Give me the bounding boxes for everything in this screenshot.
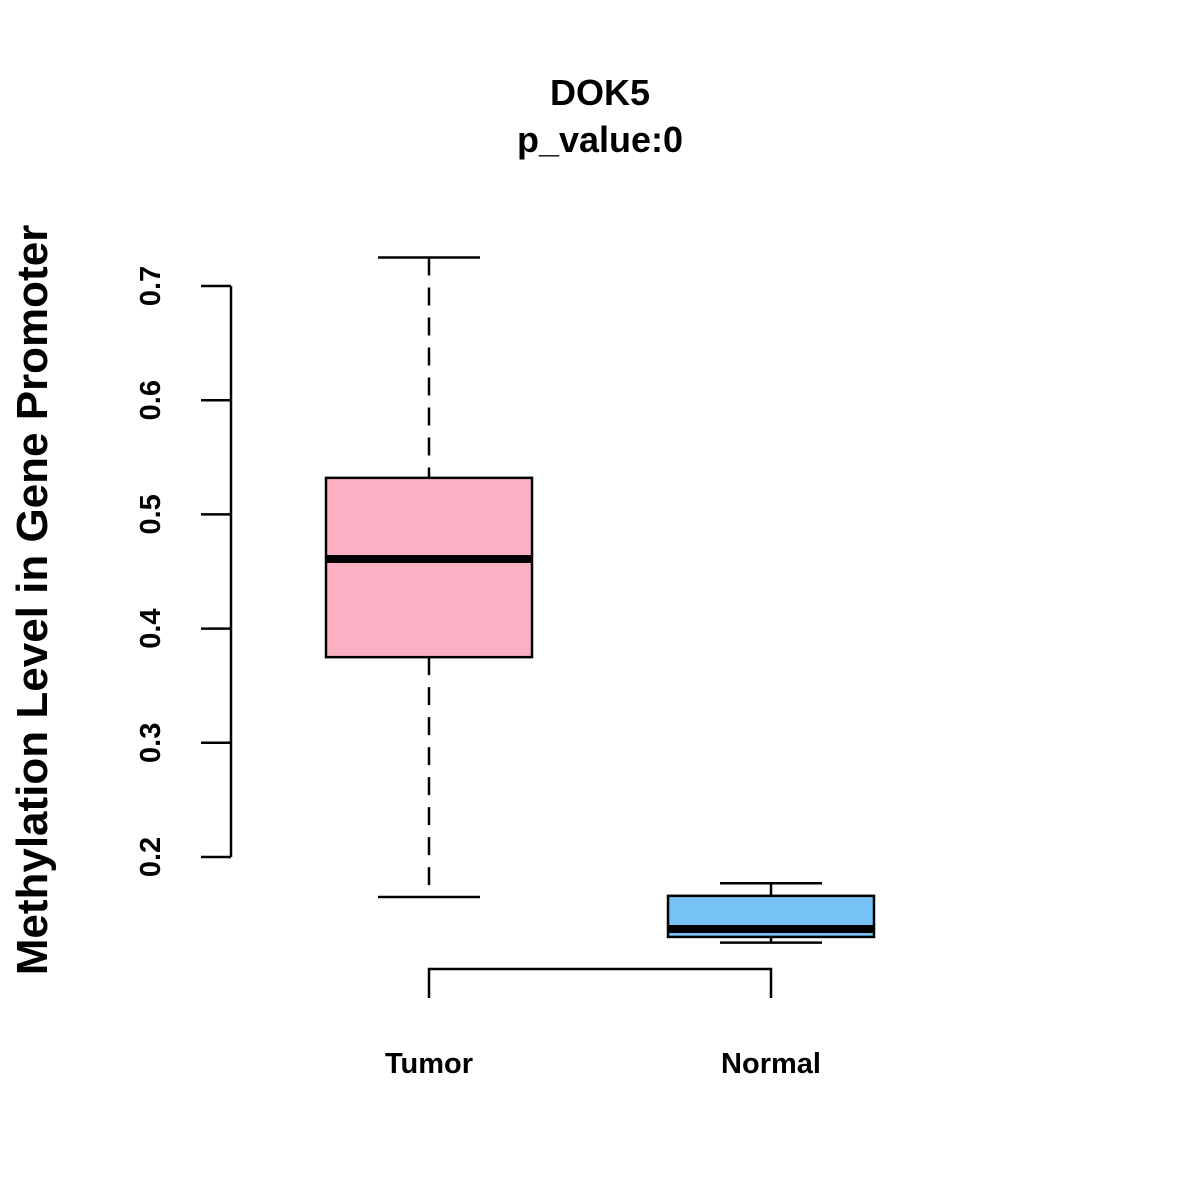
chart-title: DOK5 xyxy=(550,72,650,113)
boxes-group xyxy=(324,256,876,944)
comparison-bracket xyxy=(427,967,773,998)
box-iqr xyxy=(324,476,534,659)
y-axis: 0.2 0.3 0.4 0.5 0.6 0.7 xyxy=(135,266,233,877)
y-tick-label: 0.4 xyxy=(135,608,167,648)
box-tumor xyxy=(324,256,534,899)
y-axis-title: Methylation Level in Gene Promoter xyxy=(8,225,57,976)
x-tick-label-normal: Normal xyxy=(721,1048,821,1080)
x-tick-label-tumor: Tumor xyxy=(385,1048,473,1080)
y-tick-label: 0.5 xyxy=(135,494,167,534)
y-tick-label: 0.2 xyxy=(135,837,167,877)
x-tick-labels: Tumor Normal xyxy=(385,1048,821,1080)
y-tick-label: 0.3 xyxy=(135,723,167,763)
chart-subtitle: p_value:0 xyxy=(517,119,683,160)
comparison-bracket-group xyxy=(427,967,773,998)
box-normal xyxy=(666,882,876,944)
y-tick-label: 0.7 xyxy=(135,266,167,306)
y-tick-label: 0.6 xyxy=(135,380,167,420)
